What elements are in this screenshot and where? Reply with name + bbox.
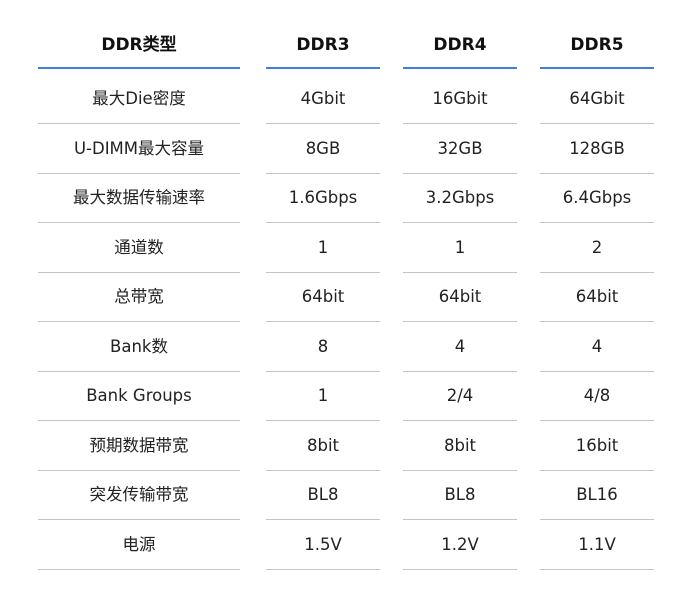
row-cell: 64bit [301,287,345,306]
row-rule [540,173,654,174]
row-rule [38,173,240,174]
row-cell: 128GB [569,138,625,158]
row-cell: 4Gbit [300,89,346,108]
row-label: 最大数据传输速率 [73,188,205,207]
row-cell: 1 [317,386,329,405]
row-rule [266,569,380,570]
row-rule [38,321,240,322]
row-cell: 1.2V [441,534,479,554]
row-rule [38,519,240,520]
row-cell: 4 [454,336,466,356]
row-cell: 2/4 [446,386,474,405]
header-rule [38,67,240,69]
row-cell: 6.4Gbps [562,188,632,207]
row-rule [403,371,517,372]
row-rule [266,222,380,223]
row-rule [540,519,654,520]
row-rule [403,222,517,223]
row-label: U-DIMM最大容量 [73,138,205,158]
row-cell: BL8 [307,485,339,504]
row-rule [38,371,240,372]
header-rule [266,67,380,69]
row-rule [266,173,380,174]
row-cell: BL8 [444,485,476,504]
row-cell: 8GB [305,138,341,158]
row-rule [266,470,380,471]
header-cell: DDR4 [433,35,487,55]
row-cell: 8bit [306,435,340,455]
row-cell: 4 [591,336,603,356]
row-rule [38,569,240,570]
row-label: 电源 [122,534,156,554]
row-cell: 8 [317,336,329,356]
row-cell: 8bit [443,435,477,455]
row-rule [540,321,654,322]
row-rule [540,222,654,223]
row-rule [540,123,654,124]
row-cell: 3.2Gbps [425,188,495,207]
row-rule [540,420,654,421]
row-cell: 4/8 [583,386,611,405]
row-rule [266,321,380,322]
row-cell: 1.5V [304,534,342,554]
row-rule [266,272,380,273]
row-label: 预期数据带宽 [89,435,189,455]
row-cell: 1 [454,237,466,257]
row-rule [38,470,240,471]
row-cell: 64bit [575,287,619,306]
row-rule [38,420,240,421]
row-cell: 1.6Gbps [288,188,358,207]
header-cell: DDR类型 [101,35,177,55]
header-cell: DDR5 [570,35,624,55]
row-label: 最大Die密度 [92,89,186,108]
row-rule [403,173,517,174]
row-cell: 64bit [438,287,482,306]
header-rule [403,67,517,69]
row-rule [266,519,380,520]
row-cell: 16Gbit [432,89,488,108]
row-cell: 1 [317,237,329,257]
row-rule [403,321,517,322]
row-rule [403,272,517,273]
row-label: Bank Groups [86,386,192,405]
row-rule [38,123,240,124]
row-label: 通道数 [114,237,164,257]
row-rule [540,272,654,273]
row-rule [38,222,240,223]
header-cell: DDR3 [296,35,350,55]
row-cell: 32GB [437,138,483,158]
row-rule [266,123,380,124]
row-label: Bank数 [110,336,168,356]
row-rule [403,420,517,421]
row-rule [403,569,517,570]
row-cell: 16bit [575,435,619,455]
row-rule [403,470,517,471]
row-rule [403,123,517,124]
row-rule [540,371,654,372]
row-rule [540,569,654,570]
row-rule [266,371,380,372]
row-cell: 1.1V [578,534,616,554]
row-label: 突发传输带宽 [89,485,189,504]
row-rule [403,519,517,520]
row-cell: 2 [591,237,603,257]
header-rule [540,67,654,69]
row-cell: BL16 [576,485,618,504]
row-cell: 64Gbit [569,89,625,108]
row-label: 总带宽 [114,287,164,306]
row-rule [266,420,380,421]
row-rule [540,470,654,471]
row-rule [38,272,240,273]
